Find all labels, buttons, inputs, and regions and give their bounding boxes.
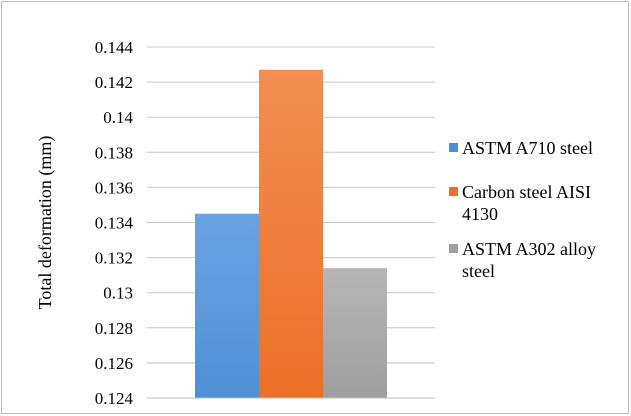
y-tick-label: 0.144 — [95, 38, 134, 57]
y-tick-label: 0.13 — [103, 284, 133, 303]
y-tick-label: 0.14 — [103, 108, 133, 127]
legend-swatch — [449, 187, 458, 196]
legend-label: ASTM A710 steel — [462, 138, 593, 158]
y-tick-label: 0.138 — [95, 143, 133, 162]
y-tick-label: 0.128 — [95, 319, 133, 338]
y-tick-label: 0.132 — [95, 249, 133, 268]
bars — [195, 69, 387, 398]
y-tick-label: 0.126 — [95, 354, 133, 373]
legend-swatch — [449, 244, 458, 253]
legend-label: Carbon steel AISI — [462, 182, 591, 202]
y-tick-label: 0.124 — [95, 389, 134, 408]
bar-carbon-steel-aisi-4130 — [259, 69, 323, 398]
y-axis-ticks: 0.124 0.126 0.128 0.13 0.132 0.134 0.136 0.138 0… — [95, 38, 134, 408]
y-tick-label: 0.142 — [95, 73, 133, 92]
legend-swatch — [449, 143, 458, 152]
legend-label: ASTM A302 alloy — [462, 239, 596, 259]
y-tick-label: 0.134 — [95, 214, 134, 233]
legend-label: 4130 — [462, 204, 498, 224]
bar-astm-a302-alloy-steel — [323, 268, 387, 398]
y-tick-label: 0.136 — [95, 178, 133, 197]
legend-label: steel — [462, 261, 495, 281]
y-axis-title: Total deformation (mm) — [35, 136, 56, 310]
bar-astm-a710-steel — [195, 213, 259, 398]
